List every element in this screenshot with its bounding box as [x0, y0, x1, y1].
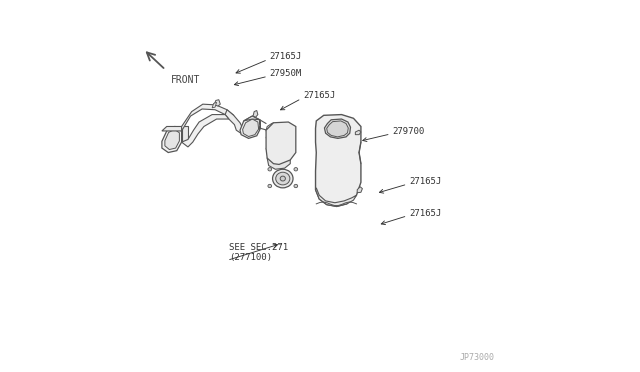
- Polygon shape: [316, 188, 356, 206]
- Polygon shape: [266, 144, 271, 152]
- Polygon shape: [266, 123, 273, 135]
- Polygon shape: [326, 121, 348, 137]
- Text: 279700: 279700: [392, 127, 425, 136]
- Ellipse shape: [268, 167, 271, 171]
- Polygon shape: [162, 126, 182, 131]
- Polygon shape: [266, 122, 296, 164]
- Polygon shape: [182, 115, 229, 147]
- Polygon shape: [243, 119, 259, 137]
- Polygon shape: [244, 116, 260, 128]
- Polygon shape: [266, 134, 271, 142]
- Text: 27950M: 27950M: [270, 69, 302, 78]
- Polygon shape: [357, 187, 362, 193]
- Ellipse shape: [276, 172, 290, 185]
- Polygon shape: [162, 126, 182, 153]
- Polygon shape: [271, 124, 286, 131]
- Ellipse shape: [280, 176, 285, 181]
- Text: JP73000: JP73000: [460, 353, 495, 362]
- Text: 27165J: 27165J: [410, 177, 442, 186]
- Text: 27165J: 27165J: [410, 209, 442, 218]
- Text: FRONT: FRONT: [171, 75, 200, 85]
- Ellipse shape: [268, 184, 271, 187]
- Ellipse shape: [273, 169, 293, 188]
- Polygon shape: [240, 116, 260, 138]
- Polygon shape: [253, 110, 258, 117]
- Polygon shape: [267, 152, 291, 169]
- Polygon shape: [212, 102, 216, 108]
- Polygon shape: [355, 130, 361, 135]
- Polygon shape: [182, 126, 188, 142]
- Polygon shape: [324, 119, 351, 138]
- Text: SEE SEC.271
(277100): SEE SEC.271 (277100): [229, 243, 288, 262]
- Polygon shape: [182, 104, 234, 131]
- Polygon shape: [165, 129, 179, 150]
- Ellipse shape: [294, 184, 298, 187]
- Polygon shape: [271, 128, 289, 145]
- Polygon shape: [316, 115, 361, 206]
- Text: 27165J: 27165J: [303, 92, 335, 100]
- Text: 27165J: 27165J: [270, 52, 302, 61]
- Ellipse shape: [294, 167, 298, 171]
- Polygon shape: [214, 100, 220, 106]
- Polygon shape: [225, 110, 244, 134]
